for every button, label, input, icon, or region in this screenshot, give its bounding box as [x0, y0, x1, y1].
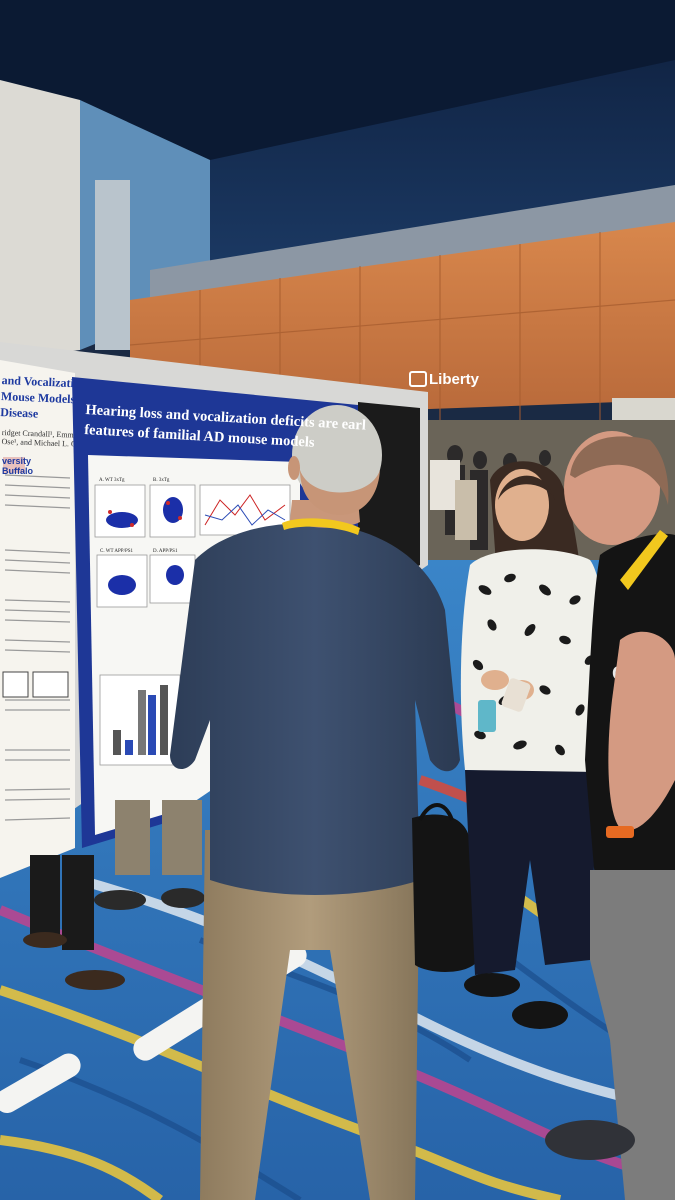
panel-label-b: B. 3xTg — [153, 478, 170, 483]
left-poster-authors: ridget Crandall¹, Emma Ose¹, and Michael… — [1, 428, 74, 449]
panel-label-a: A. WT 3xTg — [99, 478, 125, 483]
university-logo-line2: Buffalo — [2, 466, 33, 476]
university-logo: versity Buffalo — [2, 456, 42, 476]
panel-label-d: D. APP/PS1 — [153, 549, 178, 554]
left-poster-title-line3: Disease — [0, 404, 39, 421]
panel-label-c: C. WT APP/PS1 — [100, 549, 134, 554]
venue-sign: Liberty — [429, 371, 480, 388]
university-logo-line1: versity — [2, 456, 32, 466]
left-poster-title: and Vocalization Mouse Models Disease — [0, 372, 74, 423]
